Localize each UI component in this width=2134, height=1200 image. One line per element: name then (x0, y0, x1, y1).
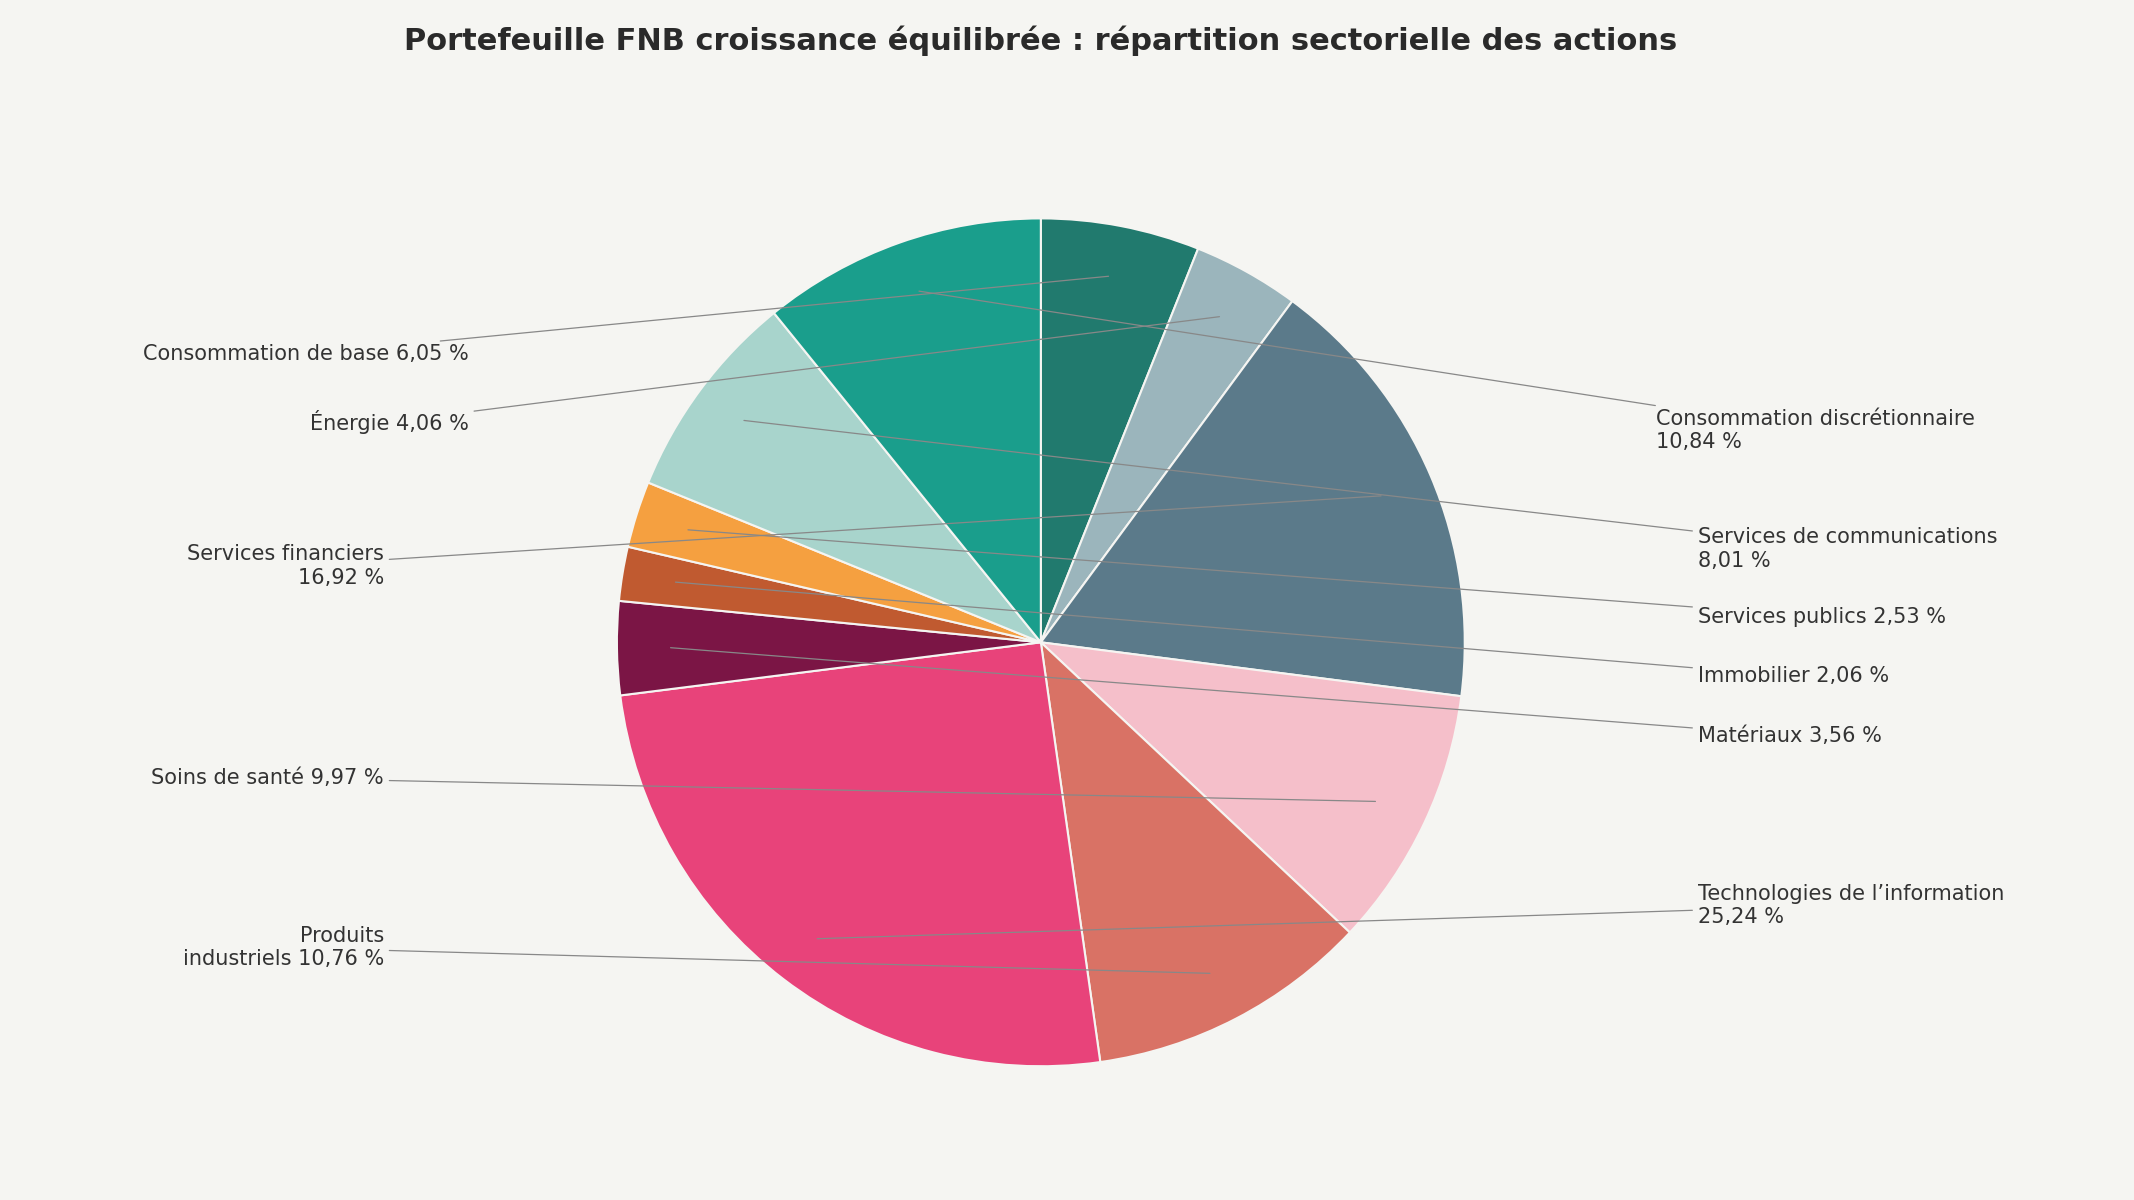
Wedge shape (1041, 301, 1464, 696)
Wedge shape (1041, 642, 1462, 932)
Text: Services de communications
8,01 %: Services de communications 8,01 % (745, 420, 1997, 571)
Wedge shape (649, 313, 1041, 642)
Text: Technologies de l’information
25,24 %: Technologies de l’information 25,24 % (817, 883, 2004, 938)
Text: Services financiers
16,92 %: Services financiers 16,92 % (188, 496, 1381, 588)
Wedge shape (1041, 218, 1197, 642)
Text: Produits
industriels 10,76 %: Produits industriels 10,76 % (184, 926, 1210, 973)
Text: Matériaux 3,56 %: Matériaux 3,56 % (670, 648, 1882, 745)
Title: Portefeuille FNB croissance équilibrée : répartition sectorielle des actions: Portefeuille FNB croissance équilibrée :… (403, 25, 1677, 55)
Wedge shape (617, 601, 1041, 696)
Wedge shape (775, 218, 1041, 642)
Text: Consommation de base 6,05 %: Consommation de base 6,05 % (143, 276, 1108, 364)
Wedge shape (627, 482, 1041, 642)
Wedge shape (1041, 248, 1293, 642)
Text: Consommation discrétionnaire
10,84 %: Consommation discrétionnaire 10,84 % (920, 292, 1974, 452)
Text: Services publics 2,53 %: Services publics 2,53 % (687, 530, 1946, 626)
Text: Soins de santé 9,97 %: Soins de santé 9,97 % (152, 768, 1376, 802)
Text: Énergie 4,06 %: Énergie 4,06 % (309, 317, 1219, 434)
Text: Immobilier 2,06 %: Immobilier 2,06 % (676, 582, 1889, 686)
Wedge shape (621, 642, 1101, 1067)
Wedge shape (619, 547, 1041, 642)
Wedge shape (1041, 642, 1351, 1062)
